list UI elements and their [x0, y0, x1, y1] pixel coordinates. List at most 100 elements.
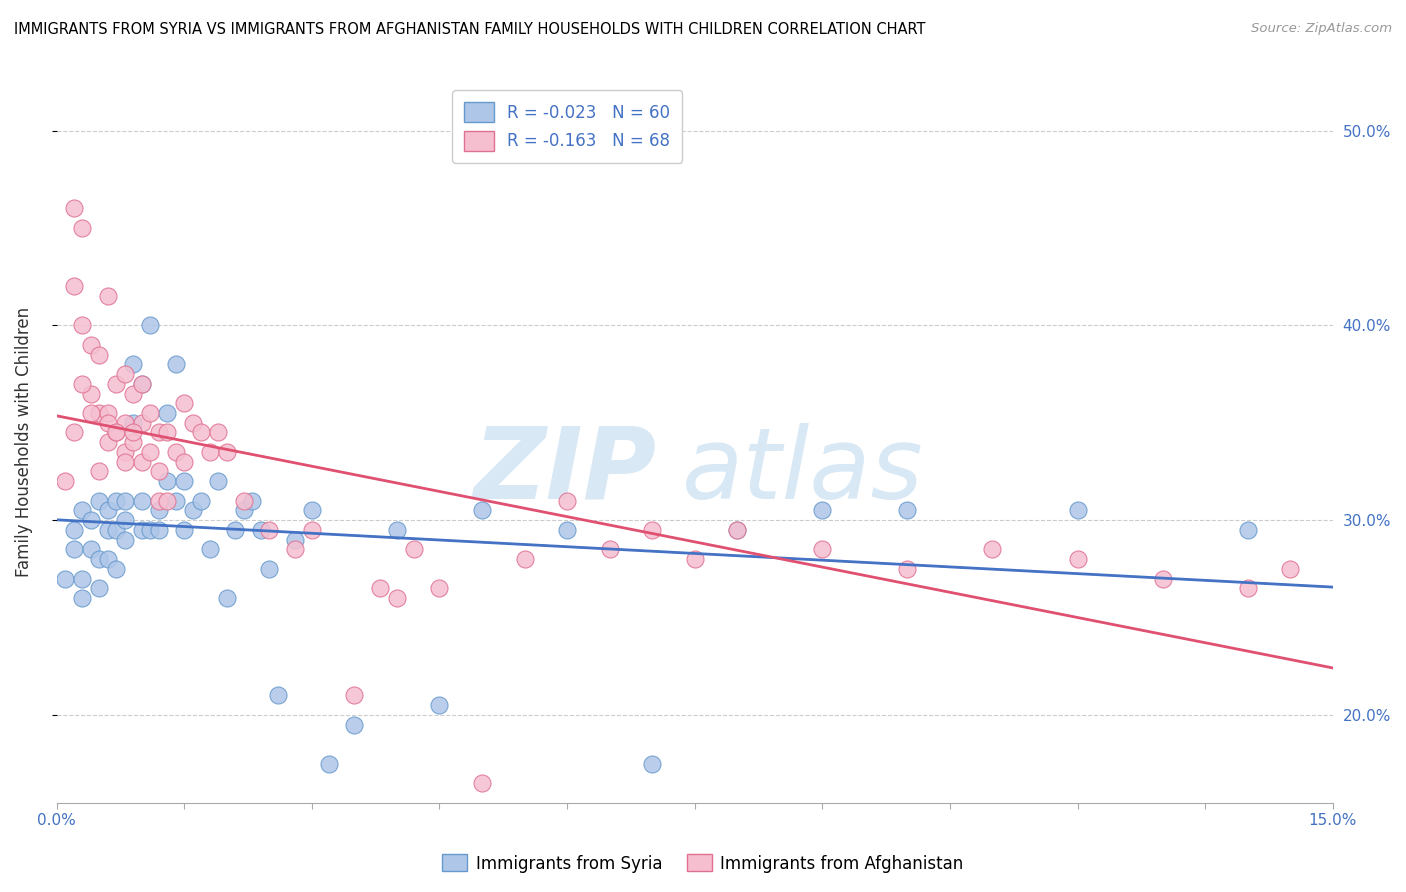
Point	[62, 279, 84, 293]
Point	[896, 503, 918, 517]
Point	[122, 425, 145, 440]
Point	[122, 357, 145, 371]
Point	[165, 493, 187, 508]
Point	[122, 416, 145, 430]
Point	[198, 445, 221, 459]
Point	[471, 776, 494, 790]
Point	[105, 523, 128, 537]
Point	[89, 582, 111, 596]
Point	[53, 572, 76, 586]
Text: atlas: atlas	[682, 423, 924, 519]
Point	[173, 474, 195, 488]
Point	[97, 435, 120, 450]
Point	[62, 542, 84, 557]
Point	[725, 523, 748, 537]
Point	[267, 689, 290, 703]
Point	[215, 591, 238, 605]
Point	[156, 425, 179, 440]
Point	[402, 542, 425, 557]
Point	[207, 425, 229, 440]
Point	[240, 493, 263, 508]
Point	[165, 445, 187, 459]
Point	[131, 523, 153, 537]
Point	[156, 493, 179, 508]
Point	[165, 357, 187, 371]
Point	[368, 582, 391, 596]
Point	[62, 202, 84, 216]
Point	[114, 367, 136, 381]
Point	[79, 542, 101, 557]
Point	[114, 493, 136, 508]
Point	[1152, 572, 1174, 586]
Point	[1236, 582, 1258, 596]
Point	[122, 435, 145, 450]
Point	[259, 523, 281, 537]
Point	[429, 582, 451, 596]
Point	[343, 689, 366, 703]
Y-axis label: Family Households with Children: Family Households with Children	[15, 307, 32, 577]
Point	[981, 542, 1004, 557]
Point	[429, 698, 451, 713]
Point	[385, 591, 408, 605]
Point	[224, 523, 246, 537]
Point	[284, 542, 307, 557]
Point	[148, 503, 170, 517]
Point	[97, 416, 120, 430]
Point	[599, 542, 621, 557]
Text: Source: ZipAtlas.com: Source: ZipAtlas.com	[1251, 22, 1392, 36]
Point	[79, 338, 101, 352]
Point	[148, 465, 170, 479]
Point	[79, 513, 101, 527]
Point	[896, 562, 918, 576]
Point	[259, 562, 281, 576]
Point	[1236, 523, 1258, 537]
Point	[70, 591, 93, 605]
Point	[97, 503, 120, 517]
Point	[105, 376, 128, 391]
Point	[284, 533, 307, 547]
Point	[555, 493, 578, 508]
Point	[232, 493, 254, 508]
Point	[97, 523, 120, 537]
Point	[215, 445, 238, 459]
Point	[198, 542, 221, 557]
Legend: Immigrants from Syria, Immigrants from Afghanistan: Immigrants from Syria, Immigrants from A…	[436, 847, 970, 880]
Point	[148, 425, 170, 440]
Point	[114, 533, 136, 547]
Point	[139, 406, 162, 420]
Point	[53, 474, 76, 488]
Point	[70, 572, 93, 586]
Point	[471, 503, 494, 517]
Point	[148, 523, 170, 537]
Point	[173, 455, 195, 469]
Point	[683, 552, 706, 566]
Point	[156, 406, 179, 420]
Point	[62, 523, 84, 537]
Point	[811, 503, 834, 517]
Point	[725, 523, 748, 537]
Point	[318, 756, 340, 771]
Point	[1066, 552, 1088, 566]
Point	[97, 289, 120, 303]
Point	[122, 386, 145, 401]
Point	[105, 425, 128, 440]
Point	[232, 503, 254, 517]
Point	[181, 503, 204, 517]
Point	[114, 416, 136, 430]
Point	[343, 717, 366, 731]
Legend: R = -0.023   N = 60, R = -0.163   N = 68: R = -0.023 N = 60, R = -0.163 N = 68	[453, 90, 682, 162]
Point	[555, 523, 578, 537]
Point	[62, 425, 84, 440]
Point	[513, 552, 536, 566]
Point	[89, 493, 111, 508]
Text: IMMIGRANTS FROM SYRIA VS IMMIGRANTS FROM AFGHANISTAN FAMILY HOUSEHOLDS WITH CHIL: IMMIGRANTS FROM SYRIA VS IMMIGRANTS FROM…	[14, 22, 925, 37]
Point	[1066, 503, 1088, 517]
Point	[811, 542, 834, 557]
Point	[156, 474, 179, 488]
Point	[70, 318, 93, 333]
Point	[207, 474, 229, 488]
Point	[79, 386, 101, 401]
Point	[190, 425, 212, 440]
Point	[1279, 562, 1302, 576]
Point	[70, 376, 93, 391]
